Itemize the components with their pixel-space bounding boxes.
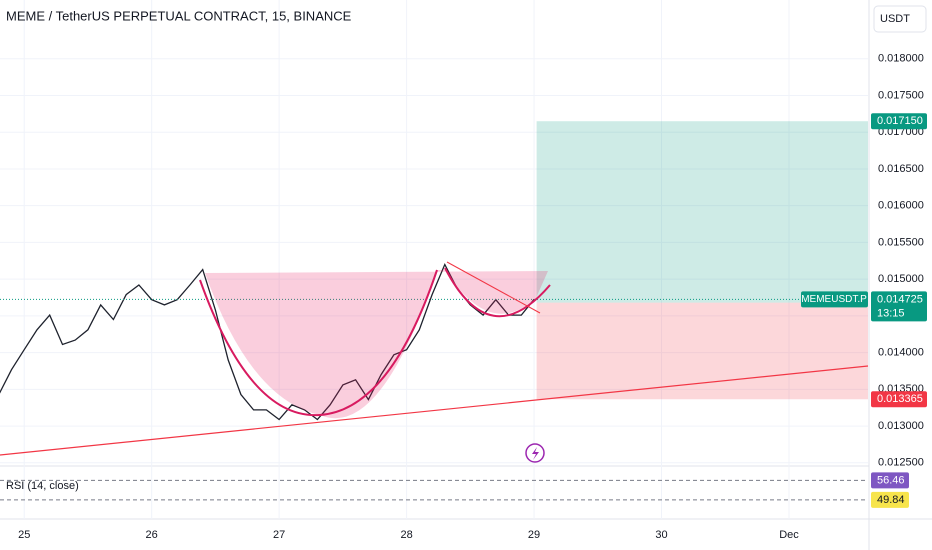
x-tick-label: 27 <box>273 529 285 541</box>
x-tick-label: Dec <box>779 529 799 541</box>
cup-curve <box>199 269 438 417</box>
cup-area <box>205 270 548 419</box>
price-badge-label: 0.017150 <box>877 115 923 127</box>
y-tick-label: 0.014000 <box>878 347 924 359</box>
y-tick-label: 0.016500 <box>878 163 924 175</box>
plot-area <box>0 0 868 519</box>
handle-curve <box>444 267 551 318</box>
target-zone <box>536 121 868 303</box>
x-tick-label: 25 <box>18 529 30 541</box>
rsi-badge <box>871 491 909 508</box>
price-line <box>0 262 535 421</box>
y-tick-label: 0.013000 <box>878 420 924 432</box>
rsi-label: RSI (14, close) <box>6 480 79 492</box>
rsi-badge-label: 56.46 <box>877 474 905 486</box>
currency-button[interactable] <box>873 5 927 33</box>
countdown-label: 13:15 <box>877 307 905 319</box>
rsi-badge <box>871 472 909 489</box>
stop-zone <box>536 302 868 400</box>
y-tick-label: 0.016000 <box>878 200 924 212</box>
current-price-badge <box>871 291 927 322</box>
symbol-title: MEME / TetherUS PERPETUAL CONTRACT, 15, … <box>6 8 352 23</box>
x-tick-label: 29 <box>528 529 540 541</box>
currency-label: USDT <box>880 13 910 25</box>
handle-trendline <box>446 261 541 314</box>
x-tick-label: 30 <box>655 529 667 541</box>
symbol-badge-label: MEMEUSDT.P <box>801 294 867 305</box>
price-badge <box>871 113 927 130</box>
price-badge-label: 0.013365 <box>877 393 923 405</box>
x-tick-label: 26 <box>146 529 158 541</box>
price-badge <box>871 391 927 408</box>
y-tick-label: 0.012500 <box>878 457 924 469</box>
symbol-badge <box>801 291 868 308</box>
y-tick-label: 0.017500 <box>878 89 924 101</box>
alert-icon-bolt <box>532 447 539 460</box>
y-tick-label: 0.015500 <box>878 236 924 248</box>
support-trendline <box>0 365 869 456</box>
current-price-label: 0.014725 <box>877 293 923 305</box>
rsi-badge-label: 49.84 <box>877 494 905 506</box>
x-tick-label: 28 <box>400 529 412 541</box>
y-tick-label: 0.018000 <box>878 53 924 65</box>
y-tick-label: 0.015000 <box>878 273 924 285</box>
